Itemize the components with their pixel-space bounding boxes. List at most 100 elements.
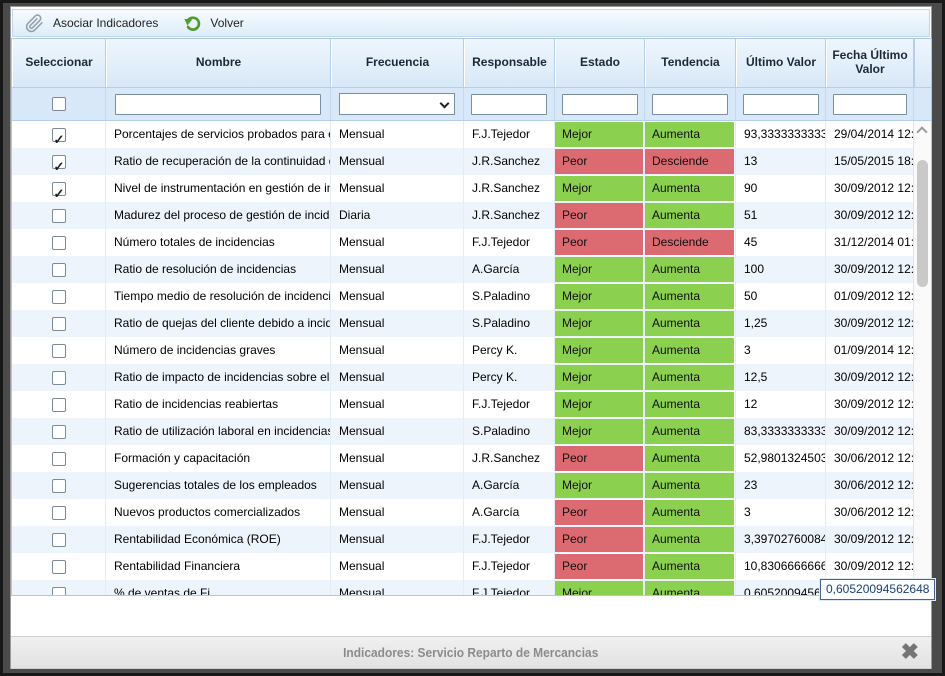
- table-row[interactable]: % de ventas de Fi Mensual F.J.Tejedor Mejor…: [12, 580, 914, 595]
- table-header: Seleccionar Nombre Frecuencia Responsabl…: [12, 39, 931, 87]
- column-header-tendencia[interactable]: Tendencia: [645, 39, 736, 87]
- estado-badge: Mejor: [555, 365, 643, 390]
- column-header-estado[interactable]: Estado: [555, 39, 645, 87]
- frecuencia-filter-select[interactable]: [339, 93, 455, 115]
- row-checkbox[interactable]: [51, 478, 66, 493]
- cell-responsable: Percy K.: [464, 364, 555, 391]
- table-body: Porcentajes de servicios probados para e…: [12, 121, 931, 595]
- column-header-seleccionar[interactable]: Seleccionar: [12, 39, 106, 87]
- header-scrollbar-spacer: [914, 39, 931, 87]
- cell-nombre: Tiempo medio de resolución de incidencia…: [106, 283, 331, 310]
- row-checkbox[interactable]: [51, 126, 66, 148]
- table-row[interactable]: Número totales de incidencias Mensual F.J.…: [12, 229, 914, 256]
- cell-nombre: Número totales de incidencias: [106, 229, 331, 256]
- row-checkbox[interactable]: [51, 153, 66, 175]
- column-header-frecuencia[interactable]: Frecuencia: [331, 39, 464, 87]
- value-tooltip: 0,60520094562648: [820, 579, 936, 600]
- close-icon[interactable]: ✖: [900, 639, 919, 664]
- row-checkbox[interactable]: [51, 208, 66, 223]
- table-row[interactable]: Nuevos productos comercializados Mensual A…: [12, 499, 914, 526]
- vertical-scrollbar[interactable]: [913, 121, 931, 595]
- cell-nombre: Nuevos productos comercializados: [106, 499, 331, 526]
- estado-filter-input[interactable]: [561, 93, 638, 115]
- cell-frecuencia: Mensual: [331, 175, 464, 202]
- table-row[interactable]: Rentabilidad Económica (ROE) Mensual F.J.T…: [12, 526, 914, 553]
- table-row[interactable]: Sugerencias totales de los empleados Mens…: [12, 472, 914, 499]
- table-row[interactable]: Tiempo medio de resolución de incidencia…: [12, 283, 914, 310]
- row-checkbox[interactable]: [51, 451, 66, 466]
- column-header-ultimo-valor[interactable]: Último Valor: [736, 39, 826, 87]
- row-checkbox[interactable]: [51, 505, 66, 520]
- tendencia-badge: Aumenta: [645, 527, 734, 552]
- cell-responsable: F.J.Tejedor: [464, 580, 555, 595]
- table-row[interactable]: Ratio de impacto de incidencias sobre el…: [12, 364, 914, 391]
- cell-nombre: Rentabilidad Financiera: [106, 553, 331, 580]
- ultimo-valor-filter-input[interactable]: [742, 93, 819, 115]
- cell-tendencia: Aumenta: [645, 418, 736, 445]
- row-checkbox[interactable]: [51, 586, 66, 595]
- row-checkbox[interactable]: [51, 235, 66, 250]
- tendencia-filter-input[interactable]: [652, 93, 728, 115]
- cell-fecha-ultimo-valor: 29/04/2014 12:00: [826, 121, 914, 148]
- responsable-filter-input[interactable]: [471, 93, 547, 115]
- scrollbar-thumb[interactable]: [917, 160, 928, 287]
- cell-nombre: Ratio de recuperación de la continuidad …: [106, 148, 331, 175]
- indicators-table: Seleccionar Nombre Frecuencia Responsabl…: [11, 38, 932, 596]
- row-checkbox[interactable]: [51, 343, 66, 358]
- cell-frecuencia: Mensual: [331, 283, 464, 310]
- table-row[interactable]: Rentabilidad Financiera Mensual F.J.Tejedo…: [12, 553, 914, 580]
- cell-tendencia: Aumenta: [645, 121, 736, 148]
- table-row[interactable]: Nivel de instrumentación en gestión de i…: [12, 175, 914, 202]
- cell-ultimo-valor: 12,5: [736, 364, 826, 391]
- row-checkbox[interactable]: [51, 559, 66, 574]
- column-header-nombre[interactable]: Nombre: [106, 39, 331, 87]
- estado-badge: Mejor: [555, 392, 643, 417]
- cell-seleccionar: [12, 418, 106, 445]
- cell-ultimo-valor: 51: [736, 202, 826, 229]
- fecha-filter-input[interactable]: [832, 93, 907, 115]
- cell-frecuencia: Diaria: [331, 202, 464, 229]
- select-all-checkbox[interactable]: [51, 97, 66, 111]
- row-checkbox[interactable]: [51, 262, 66, 277]
- column-header-fecha-ultimo-valor[interactable]: Fecha Último Valor: [826, 39, 914, 87]
- cell-estado: Mejor: [555, 175, 645, 202]
- tendencia-badge: Aumenta: [645, 392, 734, 417]
- table-row[interactable]: Ratio de recuperación de la continuidad …: [12, 148, 914, 175]
- cell-seleccionar: [12, 175, 106, 202]
- row-checkbox[interactable]: [51, 316, 66, 331]
- cell-ultimo-valor: 100: [736, 256, 826, 283]
- table-row[interactable]: Formación y capacitación Mensual J.R.Sanch…: [12, 445, 914, 472]
- row-checkbox[interactable]: [51, 180, 66, 202]
- table-row[interactable]: Ratio de quejas del cliente debido a inc…: [12, 310, 914, 337]
- cell-nombre: Ratio de resolución de incidencias: [106, 256, 331, 283]
- column-header-responsable[interactable]: Responsable: [464, 39, 555, 87]
- cell-seleccionar: [12, 499, 106, 526]
- row-checkbox[interactable]: [51, 397, 66, 412]
- cell-estado: Mejor: [555, 283, 645, 310]
- estado-badge: Mejor: [555, 473, 643, 498]
- tendencia-badge: Aumenta: [645, 338, 734, 363]
- cell-nombre: Número de incidencias graves: [106, 337, 331, 364]
- table-row[interactable]: Ratio de resolución de incidencias Mensua…: [12, 256, 914, 283]
- back-button[interactable]: Volver: [184, 15, 244, 32]
- table-row[interactable]: Porcentajes de servicios probados para e…: [12, 121, 914, 148]
- cell-frecuencia: Mensual: [331, 580, 464, 595]
- estado-badge: Peor: [555, 149, 643, 174]
- tendencia-badge: Aumenta: [645, 446, 734, 471]
- row-checkbox[interactable]: [51, 532, 66, 547]
- row-checkbox[interactable]: [51, 289, 66, 304]
- row-checkbox[interactable]: [51, 424, 66, 439]
- table-row[interactable]: Número de incidencias graves Mensual Percy…: [12, 337, 914, 364]
- table-row[interactable]: Madurez del proceso de gestión de incide…: [12, 202, 914, 229]
- nombre-filter-input[interactable]: [115, 93, 321, 115]
- cell-estado: Peor: [555, 229, 645, 256]
- row-checkbox[interactable]: [51, 370, 66, 385]
- cell-ultimo-valor: 23: [736, 472, 826, 499]
- scroll-up-icon[interactable]: [916, 126, 928, 138]
- table-row[interactable]: Ratio de utilización laboral en incidenc…: [12, 418, 914, 445]
- cell-tendencia: Desciende: [645, 148, 736, 175]
- table-row[interactable]: Ratio de incidencias reabiertas Mensual F.…: [12, 391, 914, 418]
- associate-indicators-button[interactable]: Asociar Indicadores: [25, 13, 158, 33]
- tendencia-badge: Aumenta: [645, 257, 734, 282]
- cell-estado: Mejor: [555, 364, 645, 391]
